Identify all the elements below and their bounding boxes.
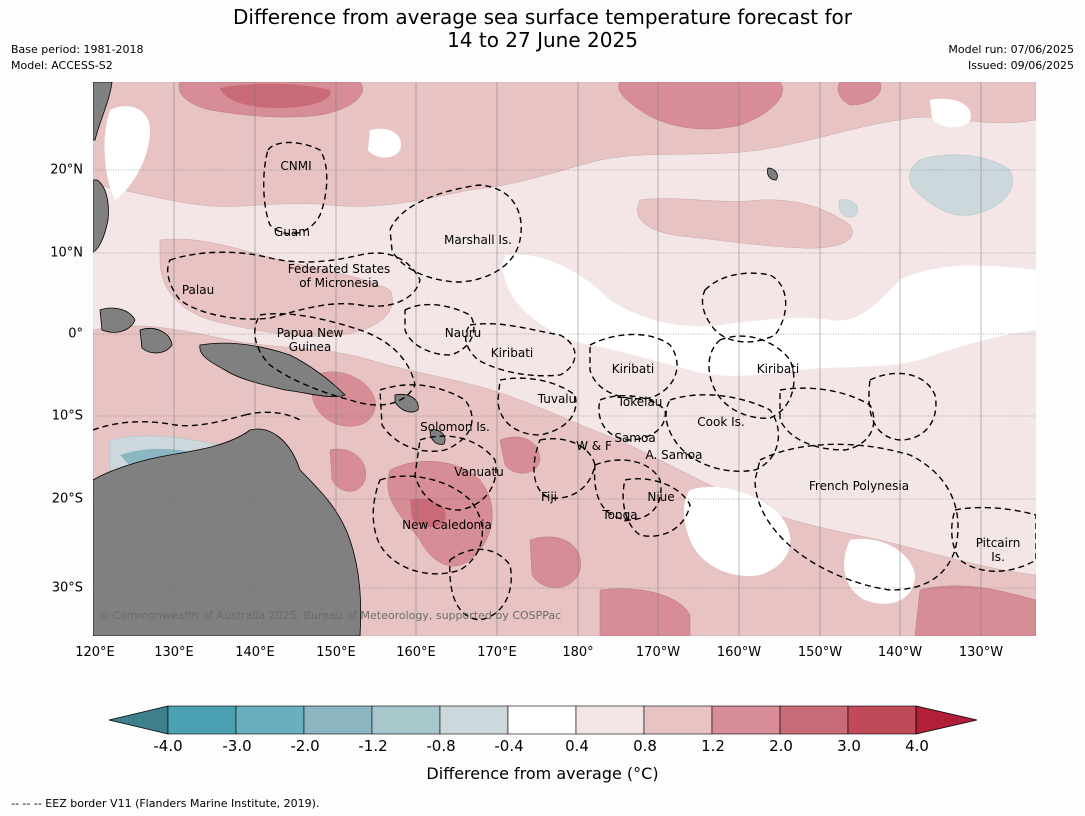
label-kiribati-central: Kiribati [611,362,655,376]
label-tokelau: Tokelau [617,395,663,409]
lon-label-130e: 130°E [154,645,194,660]
land [93,82,778,636]
lat-label-10n: 10°N [50,245,83,261]
colorbar-tick: -1.2 [358,737,388,755]
lon-label-140w: 140°W [877,645,923,660]
colorbar-tick: 3.0 [837,737,861,755]
lat-label-20n: 20°N [50,162,83,178]
label-pitcairn-line-1: Pitcairn [975,536,1021,550]
colorbar-tick: 4.0 [905,737,929,755]
label-guam: Guam [274,225,310,239]
lat-label-20s: 20°S [51,491,83,507]
label-tuvalu: Tuvalu [537,392,577,406]
label-new-caledonia: New Caledonia [402,518,492,532]
label-pitcairn-line-2: Is. [991,550,1005,564]
colorbar-segment [507,705,577,735]
colorbar-tick: -2.0 [290,737,320,755]
meta-left: Base period: 1981-2018 Model: ACCESS-S2 [11,42,143,74]
label-fsm-line-1: Federated States [287,262,391,276]
title-line-2: 14 to 27 June 2025 [447,28,638,52]
lon-label-180: 180° [562,645,594,660]
lat-label-10s: 10°S [51,408,83,424]
colorbar-label: Difference from average (°C) [426,764,659,783]
label-nauru: Nauru [444,326,482,340]
colorbar-tick: -4.0 [153,737,183,755]
colorbar-segment [711,705,781,735]
colorbar-segment [779,705,849,735]
colorbar-segment [167,705,237,735]
label-cnmi: CNMI [280,159,312,173]
label-samoa: Samoa [614,431,656,445]
colorbar-tick: 2.0 [769,737,793,755]
model-run: Model run: 07/06/2025 [948,43,1074,56]
lat-label-0: 0° [68,326,83,342]
lon-label-120e: 120°E [75,645,115,660]
colorbar-arrow-high [915,705,978,735]
anomaly-near-zero [104,98,1036,604]
lon-label-160e: 160°E [396,645,436,660]
label-palau: Palau [181,283,215,297]
colorbar-segment [303,705,373,735]
colorbar [108,705,978,735]
label-federated-states-of-micronesia: Federated States of Micronesia [288,262,390,290]
label-vanuatu: Vanuatu [454,465,504,479]
label-american-samoa: A. Samoa [645,448,703,462]
colorbar-segment [235,705,305,735]
colorbar-tick: 1.2 [701,737,725,755]
colorbar-tick: 0.8 [633,737,657,755]
colorbar-segment [371,705,441,735]
lon-label-150w: 150°W [797,645,843,660]
colorbar-segment [575,705,645,735]
lat-label-30s: 30°S [51,580,83,596]
label-marshall-islands: Marshall Is. [444,233,512,247]
colorbar-tick: 0.4 [565,737,589,755]
colorbar-tick: -0.4 [494,737,524,755]
anomaly-2-0-to-3-0 [220,83,446,528]
label-kiribati-west: Kiribati [490,346,534,360]
lon-label-160w: 160°W [716,645,762,660]
colorbar-tick: -0.8 [426,737,456,755]
lon-label-140e: 140°E [235,645,275,660]
colorbar-tick: -3.0 [222,737,252,755]
lon-label-130w: 130°W [958,645,1004,660]
model-name: Model: ACCESS-S2 [11,59,113,72]
title-line-1: Difference from average sea surface temp… [232,5,852,29]
label-niue: Niue [647,490,675,504]
label-solomon-islands: Solomon Is. [420,420,490,434]
lon-label-170w: 170°W [635,645,681,660]
label-french-polynesia: French Polynesia [808,479,910,493]
label-kiribati-east: Kiribati [756,362,800,376]
copyright-notice: © Commonwealth of Australia 2025, Bureau… [98,609,562,622]
label-tonga: Tonga [602,508,638,522]
label-fsm-line-2: of Micronesia [299,276,379,290]
lon-label-170e: 170°E [477,645,517,660]
label-fiji: Fiji [540,490,558,504]
label-papua-new-guinea: Papua New Guinea [277,326,344,354]
label-png-line-1: Papua New [276,326,344,340]
meta-right: Model run: 07/06/2025 Issued: 09/06/2025 [948,42,1074,74]
label-png-line-2: Guinea [288,340,332,354]
issued-date: Issued: 09/06/2025 [967,59,1074,72]
label-cook-islands: Cook Is. [697,415,745,429]
eez-borders [93,141,1036,621]
lon-label-150e: 150°E [316,645,356,660]
label-wallis-futuna: W & F [576,439,612,453]
base-period: Base period: 1981-2018 [11,43,144,56]
colorbar-segment [847,705,917,735]
colorbar-arrow-low [108,705,169,735]
map-title: Difference from average sea surface temp… [0,6,1085,52]
colorbar-segment [643,705,713,735]
colorbar-segment [439,705,509,735]
eez-footnote: -- -- -- EEZ border V11 (Flanders Marine… [11,797,320,810]
label-pitcairn-islands: Pitcairn Is. [976,536,1021,564]
